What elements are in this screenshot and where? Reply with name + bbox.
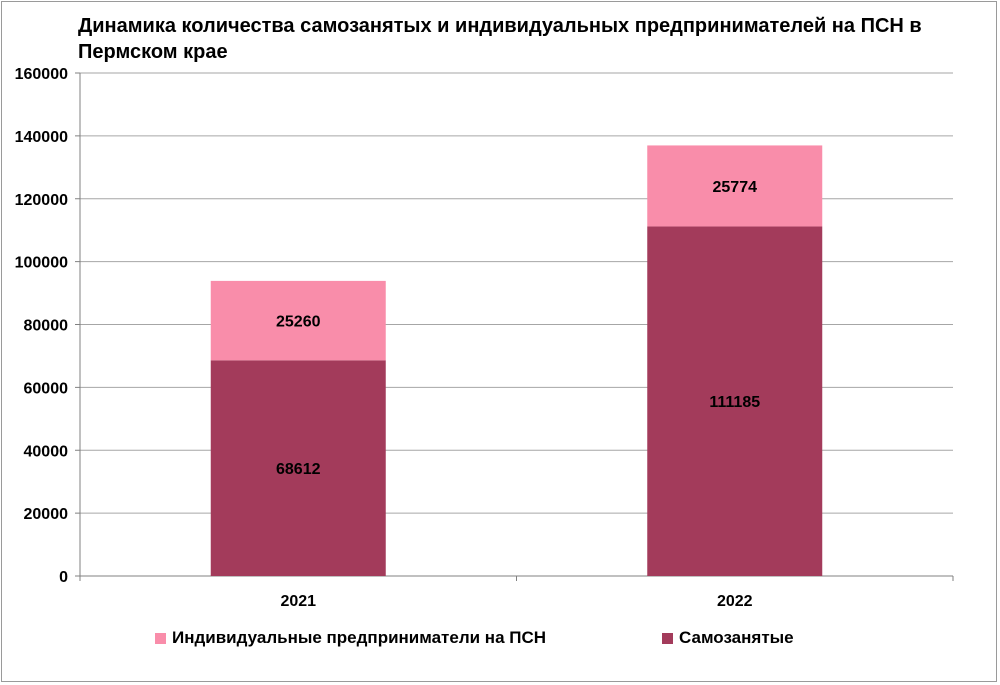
legend-swatch-self-employed [662,632,673,644]
chart-title: Динамика количества самозанятых и индиви… [78,15,922,63]
y-tick-label: 0 [59,569,68,586]
legend-item-ip: Индивидуальные предприниматели на ПСН [155,628,546,648]
bar-segment [647,226,823,576]
legend-swatch-ip [155,632,166,644]
y-tick-label: 120000 [15,192,68,209]
legend-label-ip: Индивидуальные предприниматели на ПСН [172,628,547,647]
y-tick-label: 80000 [24,318,69,335]
y-tick-label: 140000 [15,129,68,146]
legend-label-self-employed: Самозанятые [679,628,794,647]
y-tick-label: 40000 [24,443,69,460]
bar-segment [647,145,823,227]
y-tick-label: 60000 [24,380,69,397]
bar-segment [210,360,386,576]
data-label: 111185 [709,394,760,411]
data-label: 25774 [713,179,758,196]
x-tick-label: 2022 [717,593,753,610]
data-label: 25260 [276,314,321,331]
data-label: 68612 [276,461,321,478]
y-tick-label: 20000 [24,506,69,523]
y-tick-label: 160000 [15,66,68,83]
y-tick-label: 100000 [15,255,68,272]
legend-item-self-employed: Самозанятые [662,628,794,648]
x-tick-label: 2021 [280,593,316,610]
bar-segment [210,280,386,361]
